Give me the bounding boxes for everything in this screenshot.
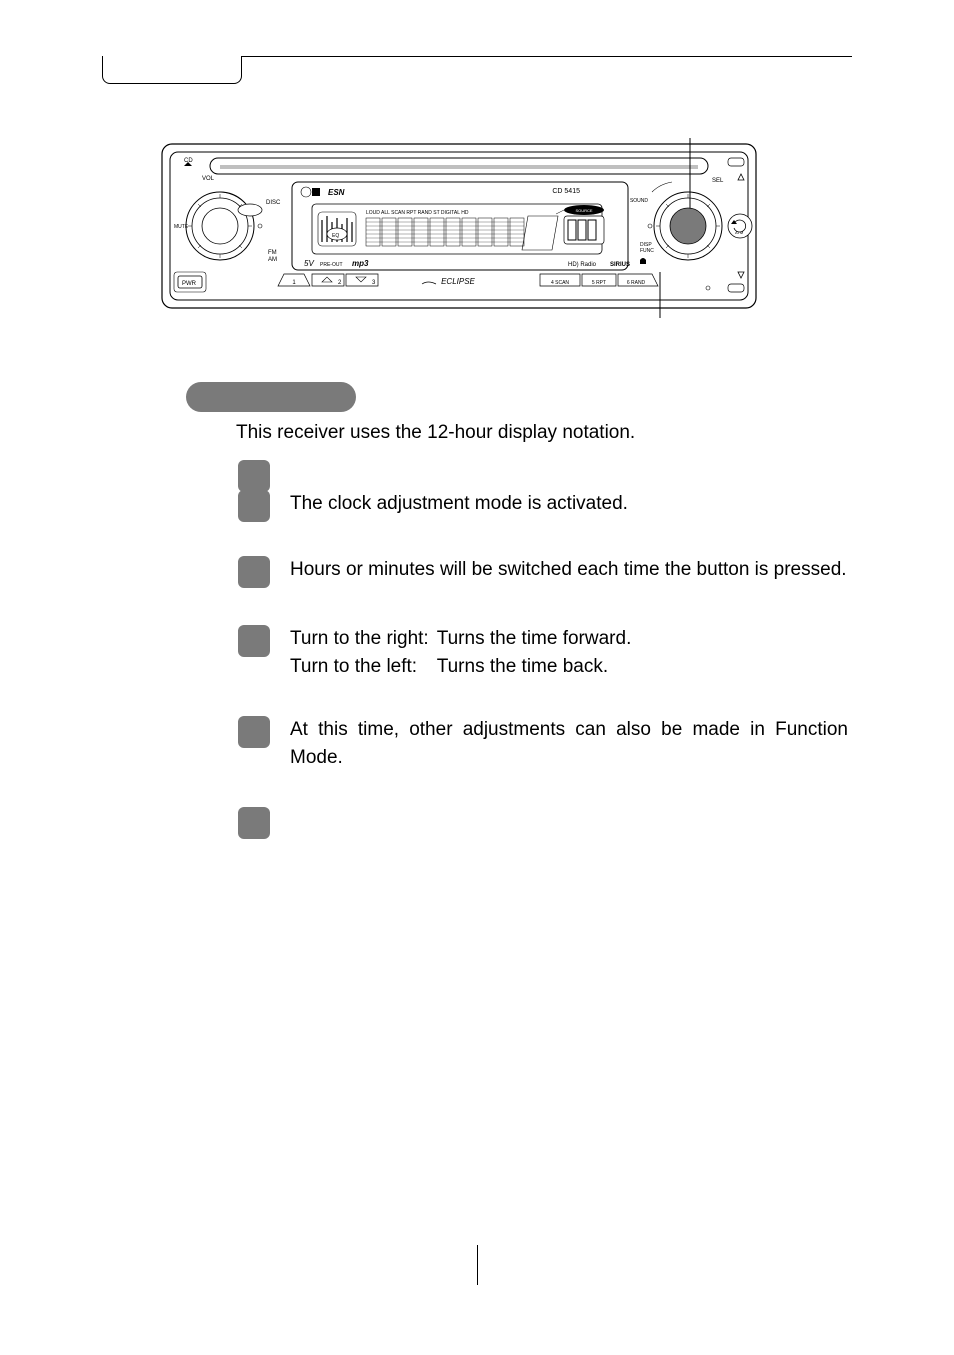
- step-sub-text: The clock adjustment mode is activated.: [290, 490, 848, 518]
- pwr-label: PWR: [182, 281, 197, 287]
- preset-1-button[interactable]: 1: [278, 274, 310, 286]
- source-label: SOURCE: [575, 208, 592, 213]
- svg-text:4 SCAN: 4 SCAN: [551, 280, 569, 286]
- header-tab: [102, 56, 242, 84]
- footer-divider: [0, 1245, 954, 1285]
- eq-label: EQ: [332, 233, 339, 239]
- turn-left-dir: Turn to the left:: [290, 653, 437, 681]
- am-label: AM: [268, 257, 277, 263]
- step-item: Turn to the right: Turns the time forwar…: [238, 625, 848, 680]
- preset-6-button[interactable]: 6 RAND: [618, 274, 658, 286]
- attention-text: This receiver uses the 12-hour display n…: [236, 422, 635, 444]
- step-sub-text: Hours or minutes will be switched each t…: [290, 556, 848, 584]
- step-item: Hours or minutes will be switched each t…: [238, 556, 848, 584]
- atm-label: ATM: [735, 230, 743, 235]
- display-indicators: LOUD ALL SCAN RPT RAND ST DIGITAL HD: [366, 210, 469, 216]
- step-marker: [238, 556, 270, 588]
- sel-label: SEL: [712, 178, 724, 184]
- turn-right-dir: Turn to the right:: [290, 625, 437, 653]
- preset-4-button[interactable]: 4 SCAN: [540, 274, 580, 286]
- step-marker: [238, 490, 270, 522]
- turn-right-effect: Turns the time forward.: [437, 625, 640, 653]
- svg-text:5 RPT: 5 RPT: [592, 280, 606, 286]
- step-item: The clock adjustment mode is activated.: [238, 490, 848, 518]
- vol-label: VOL: [202, 176, 215, 182]
- step-marker: [238, 716, 270, 748]
- step-marker: [238, 460, 270, 492]
- func-label: FUNC: [640, 248, 654, 254]
- turn-table: Turn to the right: Turns the time forwar…: [290, 625, 639, 680]
- sirius-label: SIRIUS: [610, 262, 630, 268]
- step-marker: [238, 625, 270, 657]
- fm-label: FM: [268, 250, 277, 256]
- preout-text: PRE-OUT: [320, 262, 343, 268]
- preset-3-button[interactable]: 3: [346, 274, 378, 286]
- turn-left-effect: Turns the time back.: [437, 653, 640, 681]
- receiver-diagram: CD VOL DISC MUTE FM AM PWR ESN CD 5415: [160, 138, 758, 320]
- preset-5-button[interactable]: 5 RPT: [582, 274, 616, 286]
- mp3-label: mp3: [352, 259, 369, 268]
- disc-label: DISC: [266, 200, 281, 206]
- svg-text:6 RAND: 6 RAND: [627, 280, 646, 286]
- sound-label: SOUND: [630, 198, 648, 204]
- model-label: CD 5415: [552, 188, 580, 195]
- esn-label: ESN: [328, 188, 345, 197]
- hd-radio-label: HD) Radio: [568, 262, 597, 268]
- mute-label: MUTE: [174, 224, 189, 230]
- step-sub-text: At this time, other adjustments can also…: [290, 716, 848, 771]
- eclipse-logo: ECLIPSE: [441, 277, 475, 286]
- step-marker: [238, 807, 270, 839]
- steps-list: The clock adjustment mode is activated. …: [238, 460, 848, 807]
- attention-pill: [186, 382, 356, 412]
- preout-label: 5V: [304, 259, 314, 268]
- preset-2-button[interactable]: 2: [312, 274, 344, 286]
- step-item: At this time, other adjustments can also…: [238, 716, 848, 771]
